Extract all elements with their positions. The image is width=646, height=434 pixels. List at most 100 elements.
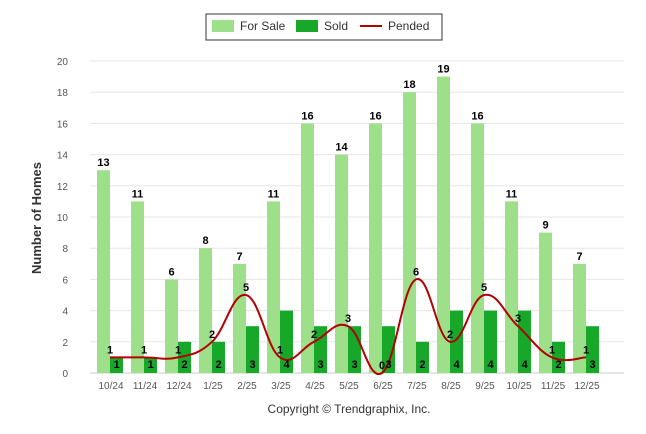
x-tick-label: 11/24 xyxy=(133,381,158,392)
x-tick-label: 4/25 xyxy=(305,381,325,392)
data-label-pended: 1 xyxy=(583,344,589,356)
data-label-sold: 2 xyxy=(555,359,561,371)
data-label-for-sale: 8 xyxy=(202,235,208,247)
data-label-sold: 3 xyxy=(317,359,323,371)
data-label-sold: 2 xyxy=(215,359,221,371)
legend: For Sale Sold Pended xyxy=(205,13,443,41)
data-label-for-sale: 11 xyxy=(132,188,144,200)
bar-sold xyxy=(382,326,395,373)
data-label-pended: 1 xyxy=(107,344,113,356)
data-label-for-sale: 7 xyxy=(236,251,242,263)
data-label-pended: 2 xyxy=(209,329,215,341)
bar-for-sale xyxy=(369,123,382,374)
bar-for-sale xyxy=(437,76,450,373)
bar-for-sale xyxy=(471,123,484,374)
data-label-for-sale: 16 xyxy=(301,110,313,122)
bar-for-sale xyxy=(267,201,280,373)
y-tick-label: 4 xyxy=(62,307,68,318)
x-tick-label: 10/25 xyxy=(506,381,531,392)
x-tick-label: 10/24 xyxy=(98,381,123,392)
y-tick-label: 14 xyxy=(57,151,69,162)
data-label-sold: 2 xyxy=(419,359,425,371)
y-tick-label: 2 xyxy=(62,338,68,349)
legend-label-sold: Sold xyxy=(324,19,348,33)
data-label-pended: 1 xyxy=(277,344,283,356)
copyright-footer: Copyright © Trendgraphix, Inc. xyxy=(268,402,431,416)
data-label-pended: 0 xyxy=(379,360,385,372)
data-labels: 1311116282731141631431631821941641149273… xyxy=(97,64,595,372)
data-label-sold: 1 xyxy=(147,359,153,371)
data-label-pended: 6 xyxy=(413,266,419,278)
data-label-for-sale: 13 xyxy=(97,157,109,169)
bar-for-sale xyxy=(505,201,518,373)
bar-sold xyxy=(280,310,293,373)
data-label-for-sale: 19 xyxy=(437,64,449,76)
bar-sold xyxy=(110,357,123,373)
data-label-sold: 4 xyxy=(283,359,290,371)
y-axis: 0 2 4 6 8 10 12 14 16 18 20 xyxy=(57,57,69,380)
data-label-for-sale: 18 xyxy=(403,79,415,91)
bar-for-sale xyxy=(165,279,178,373)
data-label-for-sale: 9 xyxy=(542,220,548,232)
y-tick-label: 6 xyxy=(62,275,68,286)
legend-swatch-for-sale xyxy=(212,20,234,32)
bar-for-sale xyxy=(233,263,246,373)
data-label-pended: 1 xyxy=(549,344,555,356)
legend-box xyxy=(205,13,443,41)
x-tick-label: 9/25 xyxy=(475,381,495,392)
bar-sold xyxy=(416,341,429,373)
x-tick-label: 3/25 xyxy=(271,381,291,392)
bar-for-sale xyxy=(335,154,348,373)
data-label-sold: 3 xyxy=(589,359,595,371)
pended-series-line xyxy=(110,278,587,376)
bar-sold xyxy=(246,326,259,373)
bar-for-sale xyxy=(97,170,110,373)
data-label-pended: 5 xyxy=(481,282,487,294)
bar-for-sale xyxy=(573,263,586,373)
bar-sold xyxy=(518,310,531,373)
data-label-sold: 3 xyxy=(249,359,255,371)
y-tick-label: 12 xyxy=(57,182,69,193)
bar-for-sale xyxy=(131,201,144,373)
data-label-sold: 2 xyxy=(181,359,187,371)
legend-label-pended: Pended xyxy=(388,19,429,33)
bar-sold xyxy=(144,357,157,373)
data-label-for-sale: 6 xyxy=(168,266,174,278)
y-tick-label: 0 xyxy=(62,369,68,380)
data-label-sold: 4 xyxy=(487,359,494,371)
data-label-for-sale: 11 xyxy=(506,188,518,200)
y-tick-label: 20 xyxy=(57,57,69,68)
x-tick-label: 7/25 xyxy=(407,381,427,392)
x-tick-label: 5/25 xyxy=(339,381,359,392)
data-label-for-sale: 7 xyxy=(576,251,582,263)
data-label-pended: 2 xyxy=(311,329,317,341)
bar-sold xyxy=(314,326,327,373)
bar-sold xyxy=(484,310,497,373)
x-tick-label: 11/25 xyxy=(541,381,566,392)
bar-for-sale xyxy=(301,123,314,374)
x-tick-label: 12/25 xyxy=(574,381,599,392)
data-label-sold: 4 xyxy=(521,359,528,371)
bar-sold xyxy=(552,341,565,373)
data-label-pended: 1 xyxy=(175,344,181,356)
bar-for-sale xyxy=(539,232,552,373)
bar-for-sale xyxy=(403,92,416,373)
data-label-pended: 2 xyxy=(447,329,453,341)
x-tick-label: 1/25 xyxy=(203,381,223,392)
x-tick-label: 6/25 xyxy=(373,381,393,392)
legend-label-for-sale: For Sale xyxy=(240,19,286,33)
data-label-sold: 3 xyxy=(385,359,391,371)
data-label-for-sale: 11 xyxy=(268,188,280,200)
bar-sold xyxy=(450,310,463,373)
x-tick-label: 2/25 xyxy=(237,381,257,392)
y-axis-title: Number of Homes xyxy=(29,162,44,274)
data-label-pended: 5 xyxy=(243,282,249,294)
x-tick-label: 12/24 xyxy=(166,381,191,392)
data-label-for-sale: 14 xyxy=(335,142,348,154)
x-tick-label: 8/25 xyxy=(441,381,461,392)
y-tick-label: 10 xyxy=(57,213,69,224)
data-label-sold: 1 xyxy=(113,359,119,371)
data-label-sold: 3 xyxy=(351,359,357,371)
y-tick-label: 16 xyxy=(57,119,69,130)
